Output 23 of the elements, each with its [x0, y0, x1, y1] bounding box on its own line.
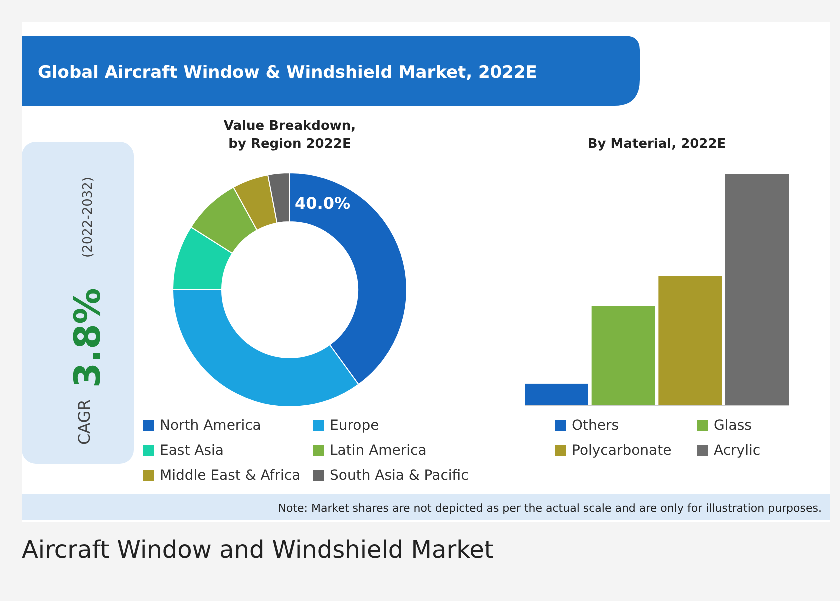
bar: [726, 174, 789, 406]
legend-label: North America: [160, 418, 262, 434]
legend-label: Others: [572, 418, 620, 434]
legend-label: Glass: [714, 418, 752, 434]
bar: [525, 384, 588, 406]
text: Global Aircraft Window & Windshield Market, 2022E: [38, 63, 538, 83]
text: CAGR: [75, 400, 94, 445]
text: (2022-2032): [81, 176, 96, 258]
text: Note: Market shares are not depicted as per the actual scale and are only for illustration purposes.: [278, 502, 822, 515]
legend-label: Middle East & Africa: [160, 468, 301, 484]
legend-label: Polycarbonate: [572, 443, 672, 459]
legend-label: Acrylic: [714, 443, 761, 459]
bar: [658, 276, 722, 406]
legend-label: Latin America: [330, 443, 427, 459]
bar: [592, 306, 656, 406]
data-label: 40.0%: [295, 194, 351, 213]
text: Aircraft Window and Windshield Market: [22, 536, 494, 564]
legend-label: South Asia & Pacific: [330, 468, 469, 484]
legend-label: East Asia: [160, 443, 224, 459]
chart-title: By Material, 2022E: [588, 137, 726, 152]
chart-title: Value Breakdown, by Region 2022E: [224, 119, 356, 152]
text: 3.8%: [68, 288, 109, 388]
legend-label: Europe: [330, 418, 380, 434]
